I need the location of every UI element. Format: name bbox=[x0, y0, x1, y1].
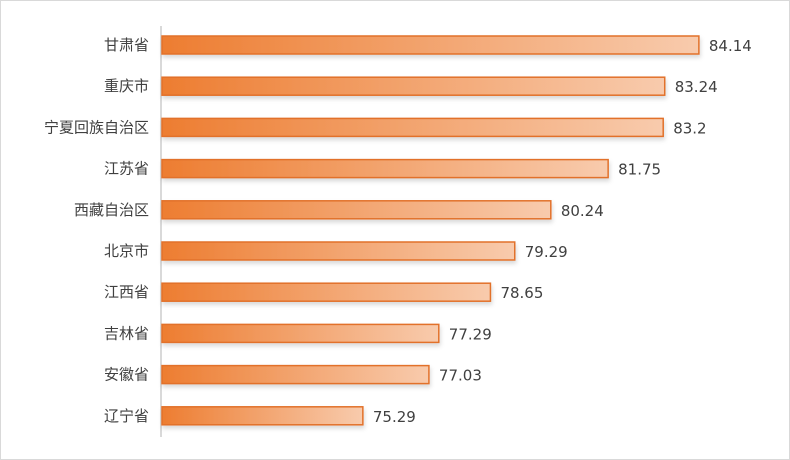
value-label: 75.29 bbox=[373, 408, 416, 426]
bar bbox=[161, 323, 440, 344]
bar bbox=[161, 364, 430, 385]
bar bbox=[161, 282, 492, 302]
bar bbox=[161, 76, 666, 96]
bar bbox=[161, 117, 664, 138]
category-label: 西藏自治区 bbox=[74, 201, 149, 219]
value-label: 77.29 bbox=[449, 325, 492, 343]
category-label: 北京市 bbox=[104, 242, 149, 260]
category-label: 宁夏回族自治区 bbox=[44, 118, 149, 136]
value-label: 84.14 bbox=[709, 37, 752, 55]
category-label: 辽宁省 bbox=[104, 407, 149, 425]
category-label: 甘肃省 bbox=[104, 36, 149, 54]
bar bbox=[161, 241, 516, 261]
bar bbox=[161, 35, 700, 55]
category-label: 安徽省 bbox=[104, 366, 149, 384]
bar bbox=[161, 200, 552, 220]
value-label: 80.24 bbox=[561, 202, 604, 220]
bar bbox=[161, 406, 364, 426]
value-label: 79.29 bbox=[525, 243, 568, 261]
value-label: 77.03 bbox=[439, 367, 482, 385]
category-label: 吉林省 bbox=[104, 324, 149, 342]
category-label: 江西省 bbox=[104, 283, 149, 301]
bar bbox=[161, 158, 609, 179]
value-label: 83.2 bbox=[673, 119, 706, 137]
value-label: 81.75 bbox=[618, 161, 661, 179]
category-label: 江苏省 bbox=[104, 160, 149, 178]
value-label: 83.24 bbox=[675, 78, 718, 96]
category-label: 重庆市 bbox=[104, 77, 149, 95]
value-label: 78.65 bbox=[500, 284, 543, 302]
